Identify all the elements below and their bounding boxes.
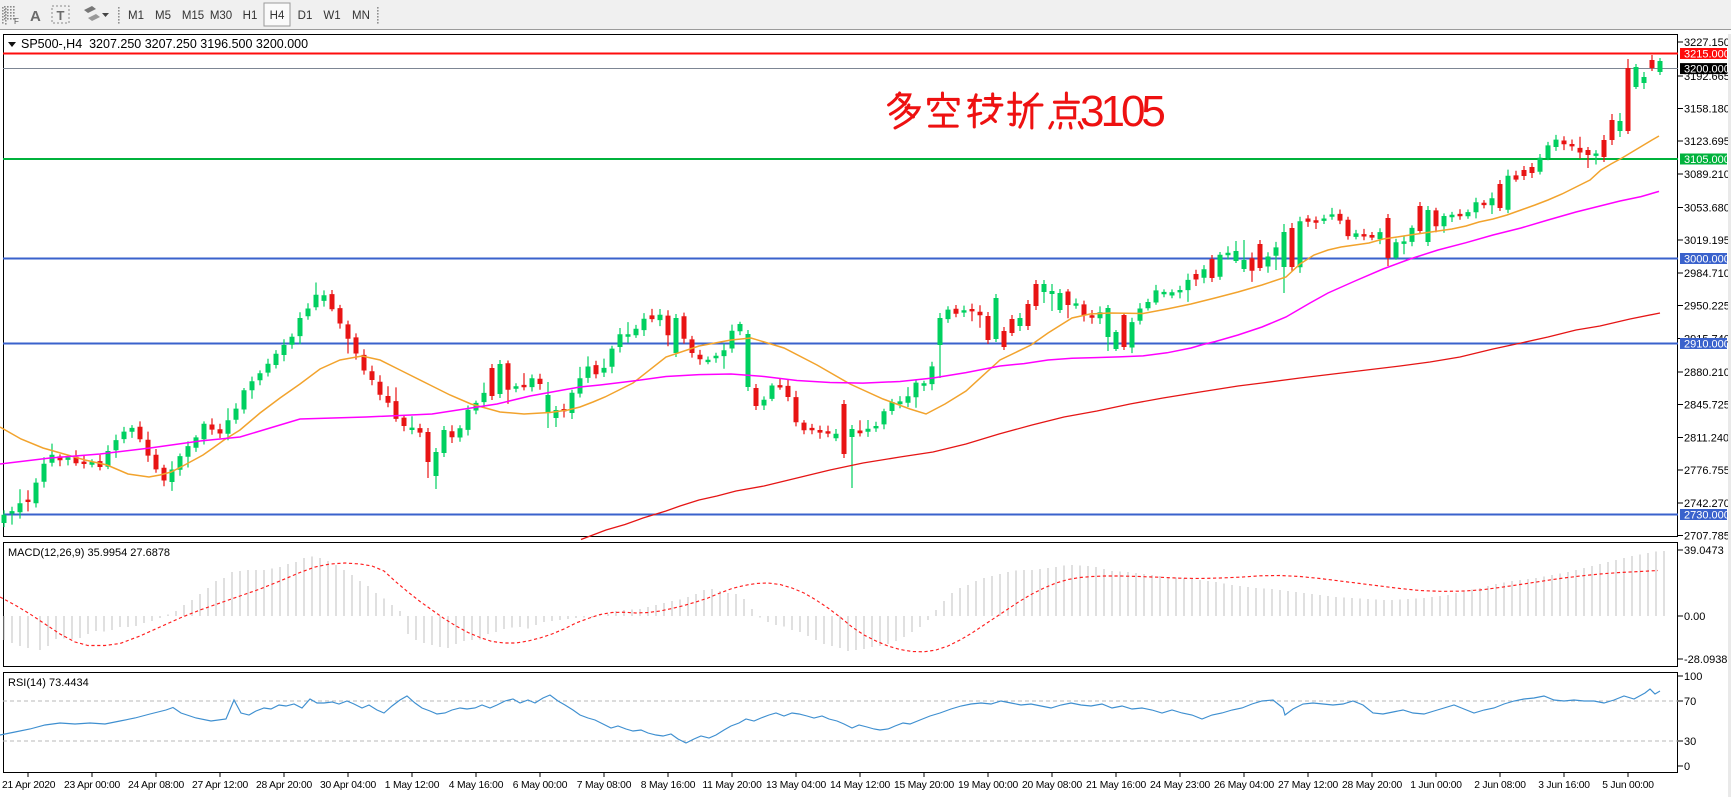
svg-text:11 May 20:00: 11 May 20:00 bbox=[702, 780, 762, 791]
svg-text:3123.695: 3123.695 bbox=[1684, 136, 1730, 148]
svg-text:3000.000: 3000.000 bbox=[1684, 254, 1730, 266]
svg-text:70: 70 bbox=[1684, 696, 1696, 708]
svg-text:2880.210: 2880.210 bbox=[1684, 367, 1730, 379]
svg-text:1 Jun 00:00: 1 Jun 00:00 bbox=[1410, 780, 1462, 791]
svg-text:28 May 20:00: 28 May 20:00 bbox=[1342, 780, 1402, 791]
svg-text:M1: M1 bbox=[128, 10, 144, 22]
svg-text:4 May 16:00: 4 May 16:00 bbox=[449, 780, 504, 791]
svg-text:3089.210: 3089.210 bbox=[1684, 169, 1730, 181]
svg-text:21 Apr 2020: 21 Apr 2020 bbox=[2, 780, 56, 791]
svg-text:21 May 16:00: 21 May 16:00 bbox=[1086, 780, 1146, 791]
svg-text:24 May 23:00: 24 May 23:00 bbox=[1150, 780, 1210, 791]
svg-text:3200.000: 3200.000 bbox=[1684, 64, 1730, 76]
svg-text:1 May 12:00: 1 May 12:00 bbox=[385, 780, 440, 791]
svg-text:3105: 3105 bbox=[1080, 87, 1164, 136]
svg-text:2776.755: 2776.755 bbox=[1684, 465, 1730, 477]
svg-text:H4: H4 bbox=[270, 10, 285, 22]
svg-text:20 May 08:00: 20 May 08:00 bbox=[1022, 780, 1082, 791]
svg-text:F: F bbox=[14, 17, 19, 26]
svg-text:28 Apr 20:00: 28 Apr 20:00 bbox=[256, 780, 312, 791]
svg-text:23 Apr 00:00: 23 Apr 00:00 bbox=[64, 780, 120, 791]
svg-text:100: 100 bbox=[1684, 671, 1702, 683]
svg-text:SP500-,H4 3207.250 3207.250 3: SP500-,H4 3207.250 3207.250 3196.500 320… bbox=[21, 37, 308, 51]
svg-text:24 Apr 08:00: 24 Apr 08:00 bbox=[128, 780, 184, 791]
svg-text:26 May 04:00: 26 May 04:00 bbox=[1214, 780, 1274, 791]
svg-text:19 May 00:00: 19 May 00:00 bbox=[958, 780, 1018, 791]
svg-text:8 May 16:00: 8 May 16:00 bbox=[641, 780, 696, 791]
svg-text:M15: M15 bbox=[182, 10, 204, 22]
svg-text:2910.000: 2910.000 bbox=[1684, 339, 1730, 351]
svg-text:3053.680: 3053.680 bbox=[1684, 203, 1730, 215]
svg-text:-28.0938: -28.0938 bbox=[1684, 654, 1727, 666]
svg-text:3019.195: 3019.195 bbox=[1684, 235, 1730, 247]
svg-text:M30: M30 bbox=[210, 10, 232, 22]
svg-text:2730.000: 2730.000 bbox=[1684, 510, 1730, 522]
svg-text:3158.180: 3158.180 bbox=[1684, 104, 1730, 116]
svg-text:A: A bbox=[30, 8, 41, 25]
svg-text:MN: MN bbox=[352, 10, 370, 22]
svg-text:2707.785: 2707.785 bbox=[1684, 531, 1730, 543]
svg-text:13 May 04:00: 13 May 04:00 bbox=[766, 780, 826, 791]
svg-text:27 Apr 12:00: 27 Apr 12:00 bbox=[192, 780, 248, 791]
svg-text:5 Jun 00:00: 5 Jun 00:00 bbox=[1602, 780, 1654, 791]
svg-text:2 Jun 08:00: 2 Jun 08:00 bbox=[1474, 780, 1526, 791]
svg-text:3227.150: 3227.150 bbox=[1684, 37, 1730, 49]
svg-text:RSI(14) 73.4434: RSI(14) 73.4434 bbox=[8, 677, 89, 689]
svg-text:30: 30 bbox=[1684, 736, 1696, 748]
svg-text:39.0473: 39.0473 bbox=[1684, 545, 1724, 557]
svg-text:W1: W1 bbox=[323, 10, 340, 22]
svg-text:T: T bbox=[57, 8, 65, 23]
svg-text:H1: H1 bbox=[243, 10, 258, 22]
svg-text:0.00: 0.00 bbox=[1684, 611, 1705, 623]
svg-text:M5: M5 bbox=[155, 10, 171, 22]
svg-text:2984.710: 2984.710 bbox=[1684, 268, 1730, 280]
svg-text:3105.000: 3105.000 bbox=[1684, 154, 1730, 166]
svg-text:D1: D1 bbox=[298, 10, 313, 22]
svg-text:7 May 08:00: 7 May 08:00 bbox=[577, 780, 632, 791]
svg-text:27 May 12:00: 27 May 12:00 bbox=[1278, 780, 1338, 791]
svg-text:2845.725: 2845.725 bbox=[1684, 400, 1730, 412]
svg-text:3215.000: 3215.000 bbox=[1684, 49, 1730, 61]
svg-text:0: 0 bbox=[1684, 761, 1690, 773]
svg-text:2811.240: 2811.240 bbox=[1684, 432, 1729, 444]
svg-text:2742.270: 2742.270 bbox=[1684, 498, 1730, 510]
svg-text:15 May 20:00: 15 May 20:00 bbox=[894, 780, 954, 791]
svg-text:14 May 12:00: 14 May 12:00 bbox=[830, 780, 890, 791]
svg-text:30 Apr 04:00: 30 Apr 04:00 bbox=[320, 780, 376, 791]
svg-text:MACD(12,26,9) 35.9954 27.6878: MACD(12,26,9) 35.9954 27.6878 bbox=[8, 547, 170, 559]
svg-text:3 Jun 16:00: 3 Jun 16:00 bbox=[1538, 780, 1590, 791]
svg-text:6 May 00:00: 6 May 00:00 bbox=[513, 780, 568, 791]
svg-text:2950.225: 2950.225 bbox=[1684, 301, 1730, 313]
